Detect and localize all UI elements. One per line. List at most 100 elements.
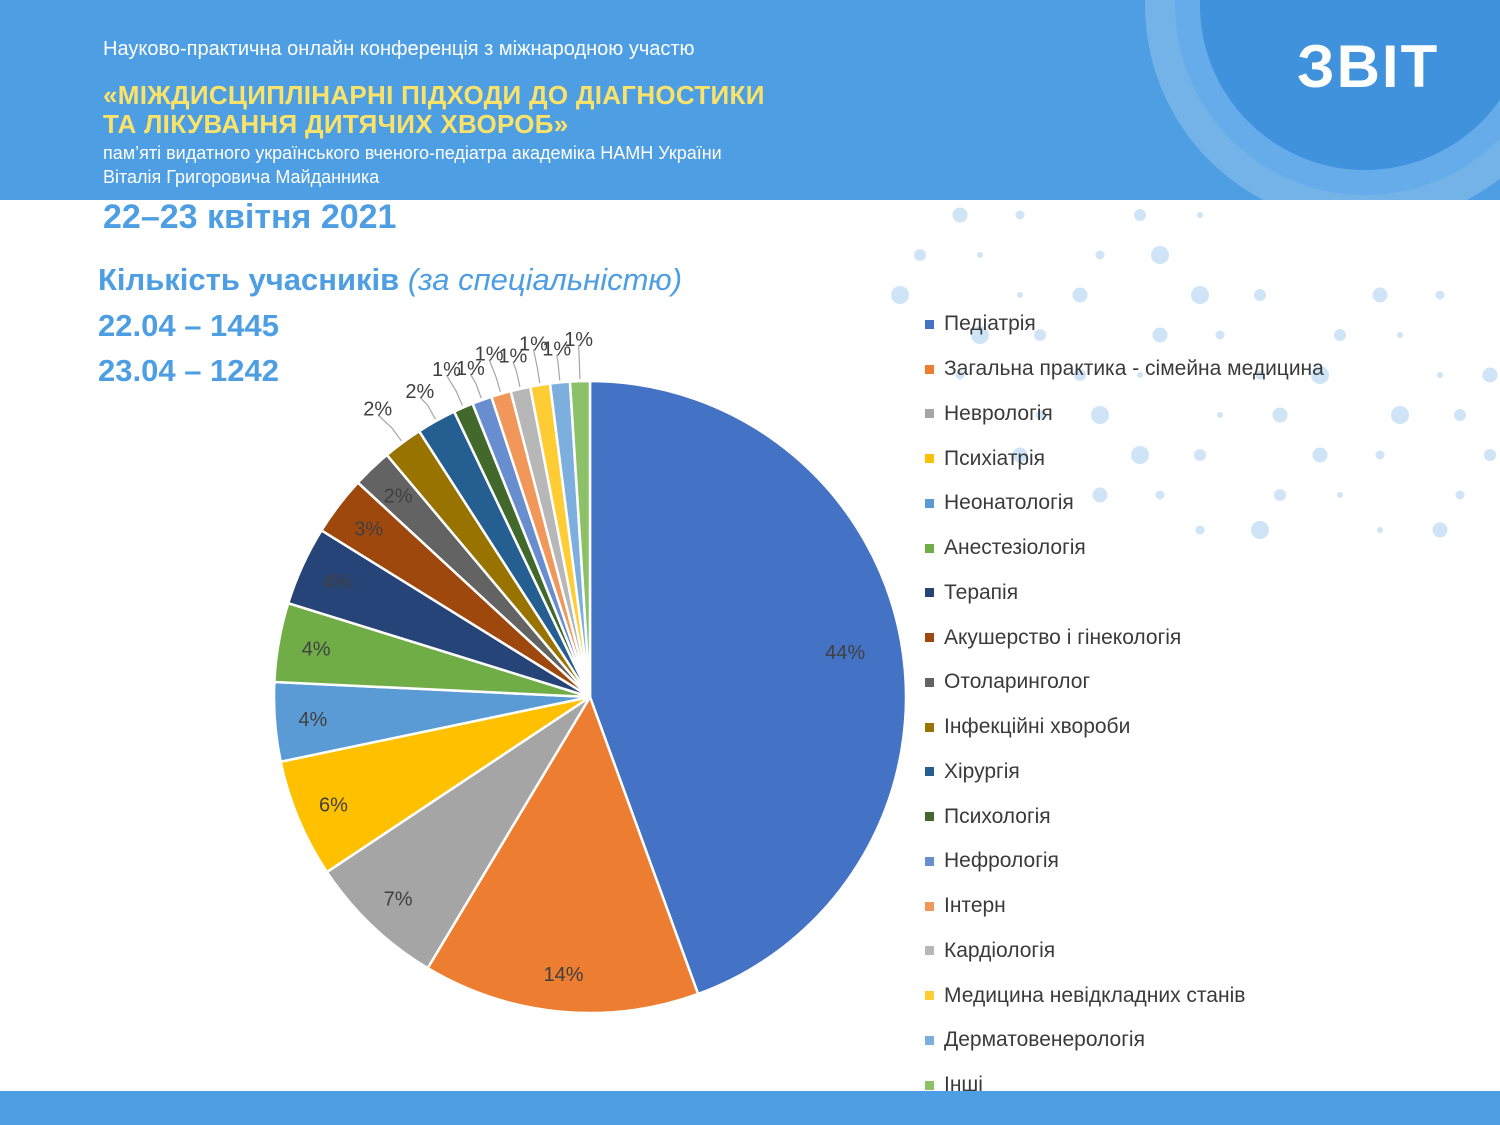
legend-label: Кардіологія xyxy=(944,938,1056,962)
legend-swatch xyxy=(925,319,934,329)
data-label: 1% xyxy=(498,346,527,368)
data-label: 1% xyxy=(475,344,504,366)
leader-line xyxy=(445,374,464,406)
legend-swatch xyxy=(925,409,934,419)
legend-swatch xyxy=(925,1080,934,1090)
legend-item: Анестезіологія xyxy=(925,526,1324,571)
data-label: 1% xyxy=(519,333,548,355)
legend-item: Медицина невідкладних станів xyxy=(925,973,1324,1018)
decorative-dot xyxy=(914,249,926,261)
legend-label: Педіатрія xyxy=(944,312,1036,336)
conference-title-line2: ТА ЛІКУВАННЯ ДИТЯЧИХ ХВОРОБ» xyxy=(103,109,569,139)
pie-slice xyxy=(568,379,592,698)
decorative-dot xyxy=(1454,409,1466,421)
legend-item: Неврологія xyxy=(925,392,1324,437)
legend-item: Хірургія xyxy=(925,750,1324,795)
decorative-dot xyxy=(1217,412,1223,418)
decorative-dot xyxy=(1484,449,1496,461)
decorative-dot xyxy=(952,207,968,223)
decorative-dot xyxy=(1375,450,1385,460)
decorative-dot xyxy=(1034,329,1046,341)
data-label: 2% xyxy=(405,381,434,403)
decorative-dot xyxy=(1074,369,1086,381)
decorative-dot xyxy=(1254,289,1266,301)
decorative-dot xyxy=(1092,487,1108,503)
leader-line xyxy=(556,354,561,381)
conference-date: 22–23 квітня 2021 xyxy=(103,198,397,236)
legend-item: Неонатологія xyxy=(925,481,1324,526)
pie-slice xyxy=(425,694,700,1015)
participants-heading-qualifier: (за спеціальністю) xyxy=(407,262,683,297)
decorative-dot xyxy=(1012,447,1028,463)
legend-swatch xyxy=(925,901,934,911)
legend-label: Психіатрія xyxy=(944,446,1046,470)
legend-item: Терапія xyxy=(925,571,1324,616)
data-label: 2% xyxy=(384,486,413,508)
legend-item: Інші xyxy=(925,1063,1324,1108)
decorative-dot xyxy=(1195,525,1205,535)
legend-item: Психологія xyxy=(925,794,1324,839)
legend-swatch xyxy=(925,498,934,508)
decorative-dot xyxy=(1072,287,1088,303)
leader-line xyxy=(469,373,482,399)
participants-day1: 22.04 – 1445 xyxy=(98,308,280,343)
decorative-dot xyxy=(1152,327,1168,343)
conference-type: Науково-практична онлайн конференція з м… xyxy=(103,38,695,60)
decorative-dot xyxy=(1397,332,1403,338)
decorative-dot xyxy=(1095,250,1105,260)
leader-line xyxy=(532,349,541,384)
legend-label: Інфекційні хвороби xyxy=(944,715,1131,739)
legend-item: Загальна практика - сімейна медицина xyxy=(925,347,1324,392)
decorative-dot xyxy=(1372,287,1388,303)
decorative-dot xyxy=(1155,490,1165,500)
legend-item: Отоларинголог xyxy=(925,660,1324,705)
legend-item: Кардіологія xyxy=(925,929,1324,974)
legend-swatch xyxy=(925,767,934,777)
legend-label: Неонатологія xyxy=(944,491,1074,515)
decorative-dot xyxy=(1432,522,1448,538)
decorative-dot xyxy=(955,370,965,380)
data-label: 1% xyxy=(564,329,593,351)
legend-item: Акушерство і гінекологія xyxy=(925,615,1324,660)
decorative-dot xyxy=(1437,372,1443,378)
pie-slice xyxy=(325,695,592,970)
decorative-dot xyxy=(1455,490,1465,500)
leader-line xyxy=(419,396,436,420)
data-label: 1% xyxy=(542,339,571,361)
decorative-dot xyxy=(1312,447,1328,463)
legend-swatch xyxy=(925,946,934,956)
legend-item: Психіатрія xyxy=(925,436,1324,481)
legend-swatch xyxy=(925,1035,934,1045)
chart-legend: Педіатрія Загальна практика - сімейна мед… xyxy=(925,302,1324,1108)
legend-swatch xyxy=(925,722,934,732)
data-label: 4% xyxy=(302,639,331,661)
data-label: 1% xyxy=(432,359,461,381)
decorative-dot xyxy=(1377,527,1383,533)
participants-heading: Кількість учасників (за спеціальністю) xyxy=(98,262,682,298)
legend-label: Дерматовенерологія xyxy=(944,1028,1145,1052)
legend-swatch xyxy=(925,856,934,866)
pie-slice xyxy=(279,695,591,874)
legend-item: Дерматовенерологія xyxy=(925,1018,1324,1063)
legend-swatch xyxy=(925,633,934,643)
data-label: 1% xyxy=(456,358,485,380)
conference-dedication-name: Віталія Григоровича Майданника xyxy=(103,167,380,187)
decorative-dot xyxy=(1482,367,1498,383)
data-label: 44% xyxy=(825,642,865,664)
decorative-dot xyxy=(1134,209,1146,221)
legend-swatch xyxy=(925,454,934,464)
data-label: 6% xyxy=(319,794,348,816)
legend-label: Інші xyxy=(944,1073,983,1097)
participants-day2: 23.04 – 1242 xyxy=(98,353,280,388)
legend-label: Загальна практика - сімейна медицина xyxy=(944,357,1324,381)
conference-dedication: пам’яті видатного українського вченого-п… xyxy=(103,143,722,163)
decorative-dot xyxy=(1131,446,1149,464)
data-label: 4% xyxy=(298,709,327,731)
decorative-dot xyxy=(1151,246,1169,264)
decorative-dot xyxy=(1251,521,1269,539)
legend-swatch xyxy=(925,812,934,822)
participants-heading-main: Кількість учасників xyxy=(98,262,400,297)
legend-label: Медицина невідкладних станів xyxy=(944,983,1246,1007)
leader-line xyxy=(578,345,581,380)
